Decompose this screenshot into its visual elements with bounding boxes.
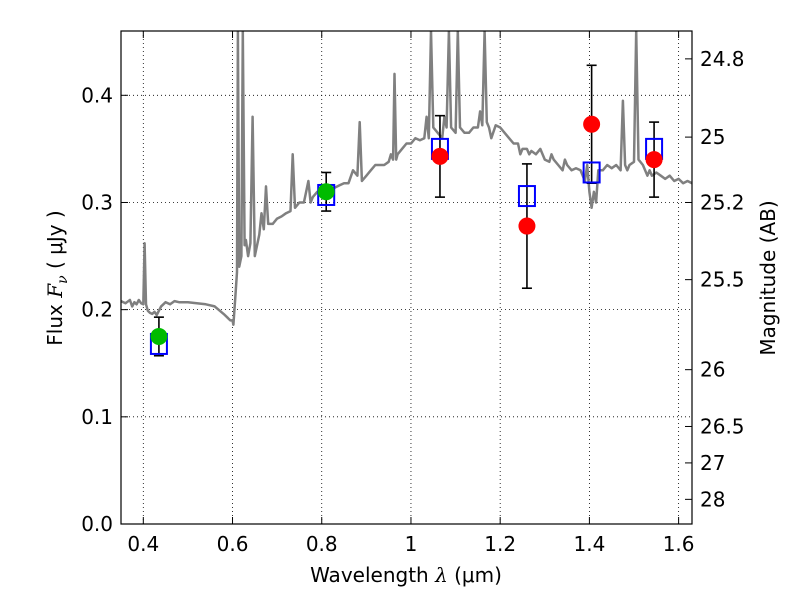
red-data-point [583,115,601,133]
spectrum-layer [121,31,692,326]
y2-tick-label: 26 [700,358,725,382]
y-tick-label: 0.4 [81,83,113,107]
y2-tick-label: 27 [700,451,725,475]
plot-area-background [121,31,692,524]
y-tick-label: 0.3 [81,190,113,214]
y-tick-label: 0.0 [81,512,113,536]
x-tick-label: 1 [405,532,418,556]
y-axis-label: Flux Fν ( μJy ) [43,210,71,345]
red-data-point [518,217,536,235]
x-axis-label: Wavelength λ (μm) [310,563,502,587]
y2-tick-label: 24.8 [700,47,745,71]
y2-tick-label: 25 [700,125,725,149]
x-tick-label: 1.6 [663,532,695,556]
y2-axis-ticks: 24.8 25 25.2 25.5 26 26.5 27 28 [685,47,745,511]
red-data-point [431,147,449,165]
x-tick-label: 0.8 [306,532,338,556]
x-axis-ticks: 0.4 0.6 0.8 1 1.2 1.4 1.6 [127,31,695,556]
y-axis-ticks: 0.0 0.1 0.2 0.3 0.4 [81,83,128,536]
x-tick-label: 0.6 [217,532,249,556]
model-square-marker [517,185,536,208]
plot-frame [120,30,693,525]
y2-tick-label: 28 [700,487,725,511]
red-data-point [645,151,663,169]
observed-point-layer [150,115,663,345]
model-square-marker [582,161,601,184]
green-data-point [317,183,335,201]
x-tick-label: 0.4 [127,532,159,556]
y-tick-label: 0.2 [81,298,113,322]
y2-axis-label: Magnitude (AB) [756,200,780,355]
spectrum-line [121,31,692,326]
y2-tick-label: 26.5 [700,414,745,438]
y-tick-label: 0.1 [81,405,113,429]
y2-tick-label: 25.2 [700,190,745,214]
x-tick-label: 1.2 [484,532,516,556]
x-tick-label: 1.4 [573,532,605,556]
green-data-point [150,327,168,345]
y2-tick-label: 25.5 [700,268,745,292]
